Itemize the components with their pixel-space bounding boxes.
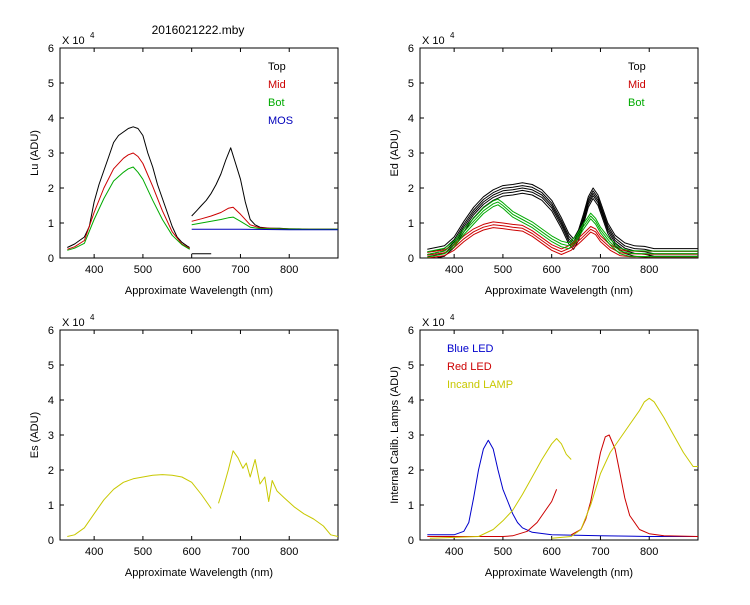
series-line-incand-lamp [430, 439, 571, 539]
x-tick-label: 400 [445, 264, 463, 276]
y-multiplier-exponent: 4 [90, 313, 95, 322]
x-axis-label: Approximate Wavelength (nm) [125, 567, 273, 579]
series-group [67, 127, 338, 254]
plot-frame [420, 48, 698, 258]
figure-title: 2016021222.mby [152, 23, 245, 37]
x-tick-label: 600 [543, 546, 561, 558]
plot-frame [60, 48, 338, 258]
x-tick-label: 500 [494, 264, 512, 276]
x-axis-label: Approximate Wavelength (nm) [485, 285, 633, 297]
y-tick-label: 3 [48, 148, 54, 160]
panel-ed: 400 500 600 700 800 0 1 2 3 4 5 6 X 10 4 Approximate W… [389, 31, 698, 297]
x-tick-label: 800 [640, 546, 658, 558]
series-line-incand-lamp [552, 398, 698, 538]
x-tick-label: 500 [494, 546, 512, 558]
legend-entry: Incand LAMP [447, 379, 513, 391]
x-tick-label: 700 [231, 264, 249, 276]
y-tick-label: 4 [408, 395, 414, 407]
panel-lu: 400 500 600 700 800 0 1 2 3 4 5 6 X 10 4 Approximate W… [29, 31, 338, 297]
series-line-top [427, 186, 698, 253]
series-line-top [192, 148, 338, 230]
x-axis-label: Approximate Wavelength (nm) [485, 567, 633, 579]
y-tick-label: 5 [408, 78, 414, 90]
y-multiplier-label: X 10 [62, 317, 85, 329]
x-tick-label: 400 [85, 264, 103, 276]
series-line-blue-led [427, 440, 698, 536]
legend-entry: Bot [268, 97, 285, 109]
y-tick-label: 1 [48, 500, 54, 512]
y-multiplier-exponent: 4 [90, 31, 95, 40]
x-tick-label: 400 [445, 546, 463, 558]
series-line-es [67, 475, 211, 537]
y-tick-label: 0 [408, 253, 414, 265]
y-tick-label: 6 [48, 325, 54, 337]
series-line-red-led [571, 435, 698, 537]
legend-entry: Mid [628, 79, 646, 91]
y-multiplier-label: X 10 [62, 35, 85, 47]
y-tick-label: 1 [408, 500, 414, 512]
y-tick-label: 0 [408, 535, 414, 547]
series-line-es [219, 451, 339, 537]
y-tick-label: 0 [48, 535, 54, 547]
x-tick-label: 400 [85, 546, 103, 558]
y-tick-label: 6 [408, 325, 414, 337]
y-tick-label: 1 [408, 218, 414, 230]
legend-entry: Bot [628, 97, 645, 109]
x-tick-label: 500 [134, 264, 152, 276]
y-multiplier-label: X 10 [422, 317, 445, 329]
y-tick-label: 6 [408, 43, 414, 55]
y-tick-label: 6 [48, 43, 54, 55]
y-tick-label: 2 [408, 465, 414, 477]
y-axis-label: Es (ADU) [29, 412, 41, 458]
legend-entry: Red LED [447, 361, 492, 373]
y-tick-label: 3 [408, 430, 414, 442]
series-group [427, 398, 698, 538]
x-tick-label: 800 [280, 264, 298, 276]
x-tick-label: 700 [591, 264, 609, 276]
legend-entry: Mid [268, 79, 286, 91]
x-tick-label: 500 [134, 546, 152, 558]
y-tick-label: 2 [48, 465, 54, 477]
y-tick-label: 5 [48, 360, 54, 372]
legend-entry: Top [268, 61, 286, 73]
x-tick-label: 600 [183, 264, 201, 276]
y-tick-label: 2 [408, 183, 414, 195]
y-tick-label: 0 [48, 253, 54, 265]
series-group [427, 183, 698, 260]
x-tick-label: 600 [543, 264, 561, 276]
panel-lamps: 400 500 600 700 800 0 1 2 3 4 5 6 X 10 4 Approximate W… [389, 313, 698, 579]
x-axis-label: Approximate Wavelength (nm) [125, 285, 273, 297]
legend-entry: MOS [268, 115, 293, 127]
y-multiplier-exponent: 4 [450, 31, 455, 40]
x-tick-label: 700 [591, 546, 609, 558]
legend-entry: Blue LED [447, 343, 494, 355]
y-tick-label: 3 [408, 148, 414, 160]
y-axis-label: Lu (ADU) [29, 130, 41, 176]
series-line-mid [192, 207, 338, 229]
y-tick-label: 2 [48, 183, 54, 195]
series-group [67, 451, 338, 537]
x-tick-label: 600 [183, 546, 201, 558]
y-tick-label: 4 [48, 395, 54, 407]
x-tick-label: 700 [231, 546, 249, 558]
y-tick-label: 5 [408, 360, 414, 372]
y-tick-label: 4 [48, 113, 54, 125]
y-multiplier-label: X 10 [422, 35, 445, 47]
y-tick-label: 4 [408, 113, 414, 125]
y-multiplier-exponent: 4 [450, 313, 455, 322]
x-tick-label: 800 [280, 546, 298, 558]
y-axis-label: Ed (ADU) [389, 129, 401, 176]
y-tick-label: 3 [48, 430, 54, 442]
y-tick-label: 1 [48, 218, 54, 230]
panel-es: 400 500 600 700 800 0 1 2 3 4 5 6 X 10 4 Approximate W… [29, 313, 338, 579]
legend-entry: Top [628, 61, 646, 73]
y-tick-label: 5 [48, 78, 54, 90]
x-tick-label: 800 [640, 264, 658, 276]
series-line-red-led [427, 489, 556, 536]
y-axis-label: Internal Calib. Lamps (ADU) [389, 366, 401, 504]
